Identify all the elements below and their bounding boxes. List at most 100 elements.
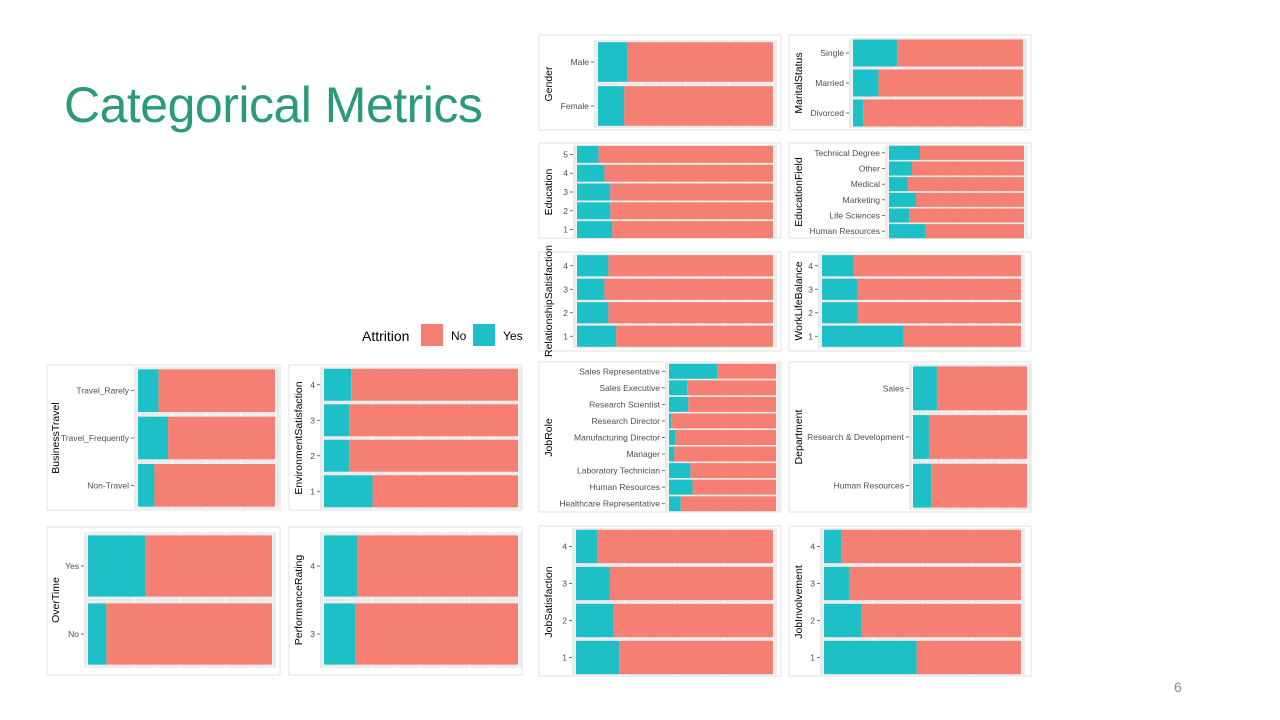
job-satisfaction-bar-yes [576,566,610,601]
relationship-satisfaction-bar-no [608,302,773,324]
work-life-balance-bar-no [857,302,1021,324]
job-role-bar-no [680,496,776,512]
business-travel-axis-title: BusinessTravel [50,402,62,473]
work-life-balance-bar-yes [822,255,854,277]
environment-satisfaction-bar-no [372,475,518,508]
education-field-tick-label: Other [859,164,880,174]
job-satisfaction-chart: 4 3 2 1 JobSatisfaction [538,525,782,677]
gender-bar-no [627,42,773,82]
business-travel-bar-no [168,416,275,460]
education-bar-yes [577,202,611,220]
business-travel-bar-yes [138,369,159,412]
job-involvement-bar-yes [824,529,842,564]
legend-label-yes: Yes [503,329,523,343]
over-time-bar-no [106,603,273,665]
job-satisfaction-bar-yes [576,529,598,564]
job-role-bar-yes [669,413,672,429]
job-satisfaction-bar-no [597,529,773,564]
job-role-bar-no [692,479,776,495]
work-life-balance-bar-no [853,255,1021,277]
relationship-satisfaction-tick-label: 4 [563,261,568,271]
education-bar-no [610,202,773,220]
environment-satisfaction-bar-no [349,439,518,472]
relationship-satisfaction-bar-no [608,255,773,277]
business-travel-bar-yes [138,464,155,507]
job-role-bar-no [717,363,776,379]
job-involvement-bar-no [849,566,1021,601]
relationship-satisfaction-bar-yes [577,278,605,300]
marital-status-chart: Single Married Divorced MaritalStatus [788,34,1032,131]
job-role-chart: Sales Representative Sales Executive Resea… [538,361,782,513]
performance-rating-bar-yes [324,603,356,665]
education-field-bar-no [916,192,1024,207]
job-role-tick-label: Research Director [592,416,661,426]
relationship-satisfaction-axis-title: RelationshipSatisfaction [543,245,555,357]
job-role-bar-no [675,430,776,445]
education-field-bar-no [920,145,1024,160]
relationship-satisfaction-tick-label: 1 [563,331,568,341]
education-bar-no [604,164,773,182]
over-time-bar-yes [88,603,107,665]
performance-rating-bar-yes [324,535,357,597]
education-bar-no [612,221,773,239]
relationship-satisfaction-tick-label: 3 [563,284,568,294]
environment-satisfaction-tick-label: 2 [310,451,315,461]
marital-status-bar-yes [853,69,879,97]
department-bar-yes [913,415,929,459]
department-bar-yes [913,463,932,508]
business-travel-tick-label: Travel_Rarely [76,386,129,396]
job-role-bar-yes [669,363,718,379]
marital-status-axis-title: MaritalStatus [793,52,805,113]
relationship-satisfaction-bar-no [604,278,773,300]
job-satisfaction-bar-no [609,566,773,601]
performance-rating-tick-label: 3 [310,629,315,639]
education-field-tick-label: Human Resources [810,226,880,236]
job-role-tick-label: Manufacturing Director [574,433,660,443]
job-satisfaction-bar-yes [576,603,614,638]
job-involvement-tick-label: 2 [810,616,815,626]
marital-status-tick-label: Married [815,78,844,88]
environment-satisfaction-bar-no [351,368,518,401]
attrition-legend: Attrition No Yes [362,324,523,346]
job-role-bar-no [690,463,776,479]
gender-bar-yes [598,86,625,126]
performance-rating-axis-title: PerformanceRating [293,555,305,646]
education-bar-yes [577,221,613,239]
job-role-tick-label: Sales Representative [579,366,660,376]
education-field-axis-title: EducationField [793,157,805,227]
department-bar-yes [913,366,937,411]
department-tick-label: Human Resources [834,481,904,491]
education-field-bar-no [911,161,1024,176]
performance-rating-bar-no [356,535,518,597]
page-number: 6 [1174,679,1182,695]
job-involvement-bar-no [841,529,1021,564]
education-field-chart: Technical Degree Other Medical Marketing Lif… [788,142,1032,239]
relationship-satisfaction-bar-yes [577,302,609,324]
performance-rating-bar-no [355,603,518,665]
job-satisfaction-bar-no [613,603,773,638]
environment-satisfaction-bar-no [349,404,518,437]
work-life-balance-bar-no [903,325,1021,347]
environment-satisfaction-tick-label: 3 [310,415,315,425]
work-life-balance-bar-yes [822,302,858,324]
gender-bar-no [624,86,773,126]
over-time-bar-no [145,535,272,597]
education-field-bar-yes [889,161,912,176]
gender-axis-title: Gender [543,66,555,102]
marital-status-bar-no [897,39,1023,67]
education-field-bar-yes [889,192,916,207]
education-bar-no [610,183,773,201]
job-role-bar-yes [669,396,689,412]
slide-title: Categorical Metrics [64,77,483,133]
job-satisfaction-bar-yes [576,640,620,675]
environment-satisfaction-bar-yes [324,404,350,437]
environment-satisfaction-tick-label: 1 [310,486,315,496]
work-life-balance-bar-no [857,278,1021,300]
job-involvement-bar-no [861,603,1021,638]
marital-status-tick-label: Single [820,48,844,58]
job-role-tick-label: Sales Executive [600,383,661,393]
job-satisfaction-tick-label: 2 [562,616,567,626]
department-axis-title: Department [793,409,805,464]
job-satisfaction-axis-title: JobSatisfaction [543,566,555,637]
